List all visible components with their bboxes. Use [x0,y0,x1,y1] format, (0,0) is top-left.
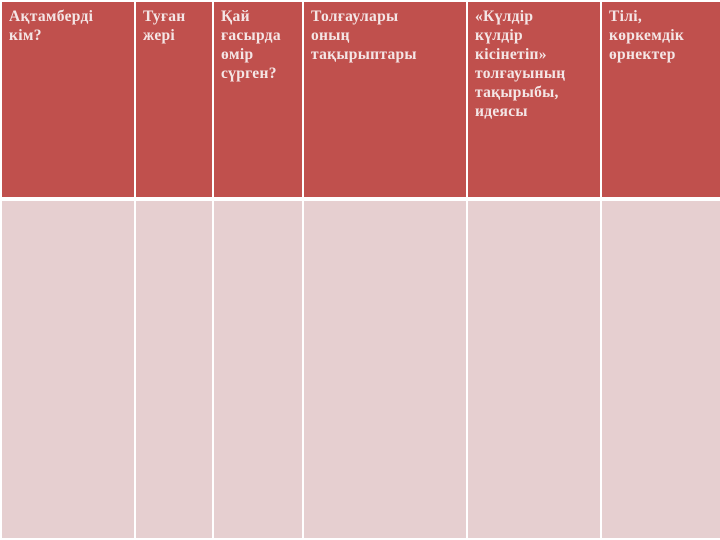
header-century: Қай ғасырда өмір сүрген? [212,0,304,201]
table-cell[interactable] [0,198,136,540]
header-language: Тілі, көркемдік өрнектер [600,0,720,201]
table-cell[interactable] [302,198,468,540]
table-cell[interactable] [466,198,602,540]
table-row [0,198,720,540]
table-header-row: Ақтамберді кім? Туған жері Қай ғасырда ө… [0,0,720,201]
header-who: Ақтамберді кім? [0,0,136,201]
header-birthplace: Туған жері [134,0,214,201]
header-topics: Толғаулары оның тақырыптары [302,0,468,201]
table-cell[interactable] [212,198,304,540]
table-cell[interactable] [134,198,214,540]
table-cell[interactable] [600,198,720,540]
header-poem-theme: «Күлдір күлдір кісінетіп» толғауының тақ… [466,0,602,201]
